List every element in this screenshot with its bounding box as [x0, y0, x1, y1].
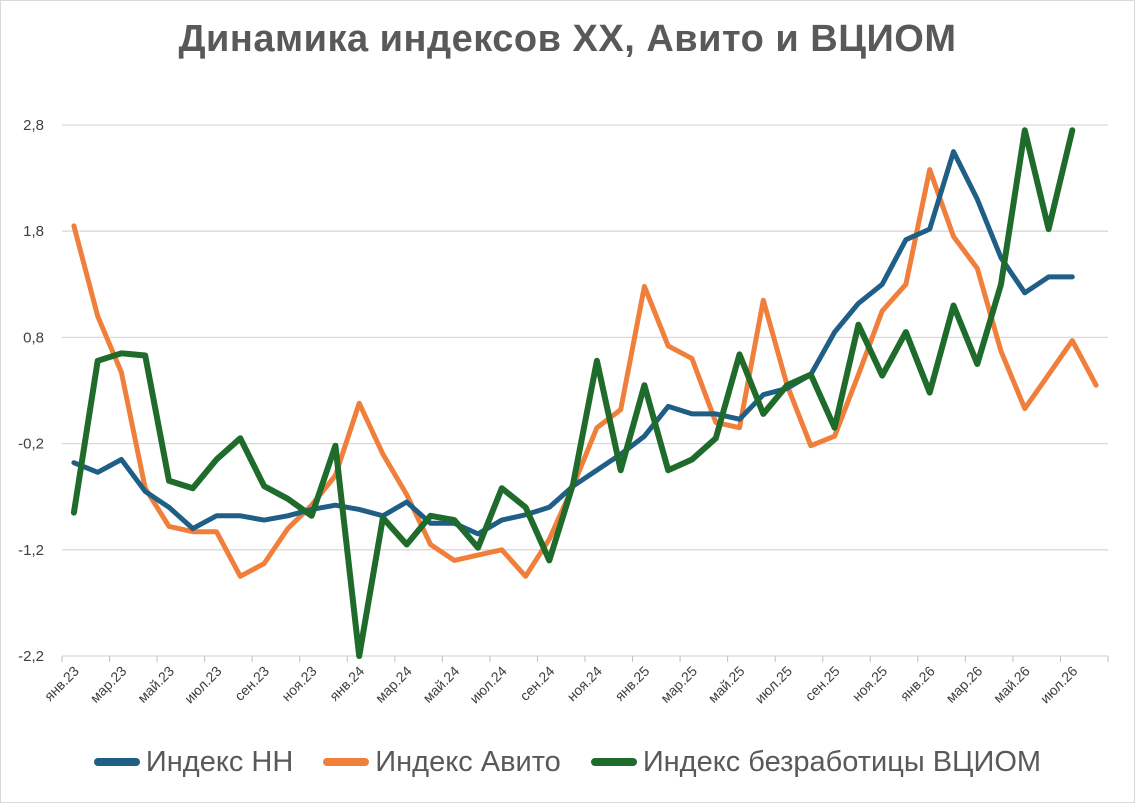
x-tick-label: ноя.23: [278, 663, 320, 705]
x-tick-label: сен.23: [231, 663, 272, 704]
x-tick-label: июл.26: [1037, 663, 1081, 707]
x-tick-label: янв.23: [41, 663, 82, 704]
x-tick-label: янв.25: [611, 663, 652, 704]
series-line-2: [70, 127, 1076, 659]
series-line-1: [71, 167, 1099, 579]
x-tick-label: июл.24: [466, 663, 510, 707]
legend-swatch: [323, 758, 370, 766]
legend-label: Индекс НН: [145, 745, 294, 778]
x-axis: янв.23 мар.23 май.23 июл.23 сен.23 ноя.23 янв.…: [41, 656, 1109, 707]
y-tick-label: 2,8: [23, 117, 44, 134]
x-tick-label: янв.24: [326, 663, 367, 704]
legend-item: Индекс НН: [93, 745, 294, 779]
series-lines: [70, 127, 1099, 659]
x-tick-label: мар.25: [657, 663, 700, 706]
grid-lines: [62, 124, 1108, 657]
legend-swatch: [93, 758, 140, 766]
y-tick-label: -0,2: [18, 436, 44, 453]
y-tick-label: -2,2: [18, 648, 44, 665]
legend-label: Индекс Авито: [375, 745, 561, 778]
x-tick-label: май.26: [990, 663, 1033, 706]
x-tick-label: июл.25: [752, 663, 796, 707]
legend-swatch: [590, 758, 637, 766]
y-axis: 2,8 1,8 0,8 -0,2 -1,2 -2,2: [18, 117, 44, 665]
chart-title: Динамика индексов ХХ, Авито и ВЦИОМ: [178, 18, 957, 60]
legend-item: Индекс Авито: [323, 746, 561, 779]
line-chart: 2,8 1,8 0,8 -0,2 -1,2 -2,2 янв.23 мар.23 май.23…: [18, 117, 1109, 707]
legend-label: Индекс безработицы ВЦИОМ: [642, 745, 1042, 778]
y-tick-label: 0,8: [23, 329, 44, 346]
x-tick-label: май.23: [134, 663, 177, 706]
x-tick-label: май.24: [419, 663, 462, 706]
x-tick-label: сен.25: [802, 663, 843, 704]
x-tick-label: июл.23: [181, 663, 225, 707]
x-tick-label: мар.24: [372, 663, 415, 706]
x-tick-label: мар.23: [87, 663, 130, 706]
x-tick-label: ноя.25: [849, 663, 891, 705]
legend: Индекс НН Индекс Авито Индекс безработицы …: [0, 740, 1135, 784]
y-tick-label: 1,8: [23, 223, 44, 240]
legend-item: Индекс безработицы ВЦИОМ: [590, 745, 1042, 779]
x-tick-label: мар.26: [942, 663, 985, 706]
x-tick-label: сен.24: [516, 663, 557, 704]
y-tick-label: -1,2: [18, 542, 44, 559]
x-tick-label: май.25: [705, 663, 748, 706]
x-tick-label: ноя.24: [564, 663, 606, 705]
x-tick-label: янв.26: [897, 663, 938, 704]
